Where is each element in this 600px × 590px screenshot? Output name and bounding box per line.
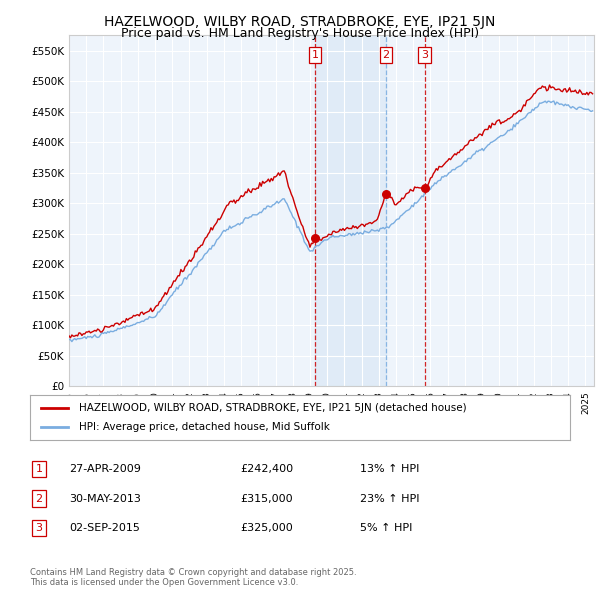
Text: Price paid vs. HM Land Registry's House Price Index (HPI): Price paid vs. HM Land Registry's House … (121, 27, 479, 40)
Text: £325,000: £325,000 (240, 523, 293, 533)
Text: 1: 1 (311, 50, 319, 60)
Text: HAZELWOOD, WILBY ROAD, STRADBROKE, EYE, IP21 5JN (detached house): HAZELWOOD, WILBY ROAD, STRADBROKE, EYE, … (79, 403, 466, 412)
Text: £315,000: £315,000 (240, 494, 293, 503)
Text: HAZELWOOD, WILBY ROAD, STRADBROKE, EYE, IP21 5JN: HAZELWOOD, WILBY ROAD, STRADBROKE, EYE, … (104, 15, 496, 29)
Point (420, 183, 430, 193)
Text: £242,400: £242,400 (240, 464, 293, 474)
Point (310, 234, 320, 243)
Text: 30-MAY-2013: 30-MAY-2013 (69, 494, 141, 503)
Text: 2: 2 (35, 494, 43, 503)
Text: Contains HM Land Registry data © Crown copyright and database right 2025.
This d: Contains HM Land Registry data © Crown c… (30, 568, 356, 587)
Text: 27-APR-2009: 27-APR-2009 (69, 464, 141, 474)
Bar (315, 35, 386, 386)
Text: 02-SEP-2015: 02-SEP-2015 (69, 523, 140, 533)
Point (381, 189, 391, 199)
Text: 2: 2 (382, 50, 389, 60)
Text: 5% ↑ HPI: 5% ↑ HPI (360, 523, 412, 533)
Text: 23% ↑ HPI: 23% ↑ HPI (360, 494, 419, 503)
Text: 3: 3 (35, 523, 43, 533)
Text: 13% ↑ HPI: 13% ↑ HPI (360, 464, 419, 474)
Text: 1: 1 (35, 464, 43, 474)
Text: 3: 3 (421, 50, 428, 60)
Text: HPI: Average price, detached house, Mid Suffolk: HPI: Average price, detached house, Mid … (79, 422, 329, 432)
